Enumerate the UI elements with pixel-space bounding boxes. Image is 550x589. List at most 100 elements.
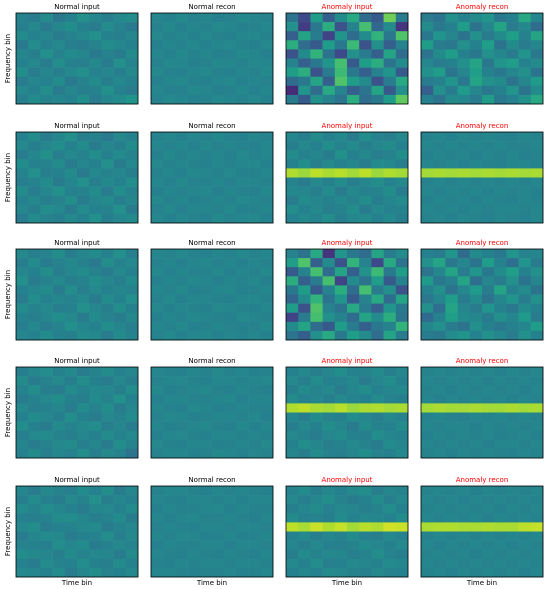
heatmap-cell (187, 321, 201, 332)
heatmap-cell (310, 85, 323, 96)
heatmap-cell (298, 394, 311, 404)
heatmap-cell (113, 132, 127, 142)
heatmap-cell (16, 285, 29, 295)
heatmap-cell (445, 421, 458, 431)
heatmap-cell (151, 312, 164, 323)
heatmap-cell (236, 141, 249, 151)
heatmap-cell (224, 168, 237, 178)
heatmap-cell (310, 58, 323, 68)
heatmap-cell (347, 204, 360, 215)
heatmap-cell (248, 177, 262, 187)
heatmap-cell (212, 22, 225, 32)
heatmap-cell (310, 249, 323, 259)
heatmap-cell (322, 421, 336, 431)
heatmap-cell (212, 40, 225, 50)
heatmap-cell (347, 330, 360, 341)
heatmap-cell (469, 13, 483, 23)
heatmap-cell (52, 504, 66, 514)
heatmap-cell (163, 421, 176, 431)
heatmap-cell (433, 186, 446, 196)
heatmap-cell (125, 85, 139, 96)
heatmap-cell (383, 567, 397, 578)
heatmap-cell (421, 567, 434, 578)
heatmap-cell (298, 421, 311, 431)
heatmap-cell (371, 213, 384, 224)
heatmap-cell (101, 421, 114, 431)
heatmap-cell (457, 267, 471, 277)
heatmap-cell (77, 531, 90, 541)
heatmap-cell (113, 294, 127, 304)
heatmap-cell (16, 49, 29, 59)
heatmap-cell (322, 49, 336, 59)
panel-title: Anomaly input (322, 239, 373, 247)
heatmap-cell (395, 403, 409, 413)
heatmap-cell (163, 321, 176, 332)
heatmap-cell (151, 58, 164, 68)
heatmap-cell (359, 367, 372, 377)
heatmap-cell (383, 94, 397, 105)
heatmap-cell (236, 168, 249, 178)
heatmap-cell (248, 303, 262, 313)
heatmap-cell (125, 394, 139, 404)
heatmap-cell (506, 186, 519, 196)
heatmap-cell (469, 385, 483, 395)
heatmap-cell (151, 303, 164, 313)
heatmap-cell (469, 49, 483, 59)
heatmap-cell (334, 58, 348, 68)
heatmap-cell (334, 540, 348, 550)
heatmap-cell (28, 321, 41, 332)
heatmap-cell (457, 141, 471, 151)
heatmap-cell (212, 159, 225, 169)
heatmap-cell (224, 22, 237, 32)
heatmap-cell (506, 448, 519, 459)
heatmap-cell (16, 22, 29, 32)
heatmap-cell (113, 177, 127, 187)
heatmap-cell (322, 141, 336, 151)
heatmap-cell (125, 150, 139, 160)
heatmap-cell (530, 40, 544, 50)
heatmap-cell (445, 321, 458, 332)
heatmap-cell (260, 31, 274, 41)
heatmap-cell (16, 58, 29, 68)
heatmap-cell (371, 567, 384, 578)
heatmap-cell (322, 394, 336, 404)
heatmap-cell (199, 159, 213, 169)
heatmap-cell (163, 85, 176, 96)
heatmap-cell (494, 204, 507, 215)
heatmap-cell (163, 186, 176, 196)
heatmap-cell (89, 303, 102, 313)
heatmap-cell (125, 330, 139, 341)
heatmap-cell (52, 31, 66, 41)
heatmap-cell (52, 376, 66, 386)
heatmap-cell (334, 31, 348, 41)
heatmap-cell (224, 486, 237, 496)
heatmap-cell (163, 486, 176, 496)
heatmap-cell (395, 549, 409, 560)
heatmap-cell (236, 267, 249, 277)
heatmap-cell (469, 159, 483, 169)
heatmap-cell (421, 94, 434, 105)
heatmap-cell (187, 513, 201, 523)
heatmap-cell (175, 367, 188, 377)
panel-frame (15, 485, 139, 578)
heatmap-cell (175, 495, 188, 505)
heatmap-cell (52, 186, 66, 196)
heatmap-cell (16, 321, 29, 332)
heatmap-cell (16, 76, 29, 87)
heatmap-cell (383, 49, 397, 59)
heatmap-cell (212, 276, 225, 286)
heatmap-cell (469, 22, 483, 32)
heatmap-cell (28, 94, 41, 105)
heatmap-cell (236, 330, 249, 341)
heatmap-cell (199, 558, 213, 569)
heatmap-cell (347, 177, 360, 187)
heatmap-cell (347, 31, 360, 41)
heatmap-cell (518, 430, 532, 441)
heatmap-cell (482, 330, 495, 341)
panel-frame (285, 131, 409, 224)
heatmap-cell (457, 321, 471, 332)
heatmap-cell (28, 177, 41, 187)
heatmap-cell (506, 13, 519, 23)
heatmap-cell (433, 294, 446, 304)
heatmap-cell (89, 367, 102, 377)
